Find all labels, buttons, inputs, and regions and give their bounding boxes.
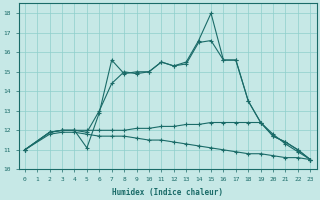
X-axis label: Humidex (Indice chaleur): Humidex (Indice chaleur) bbox=[112, 188, 223, 197]
